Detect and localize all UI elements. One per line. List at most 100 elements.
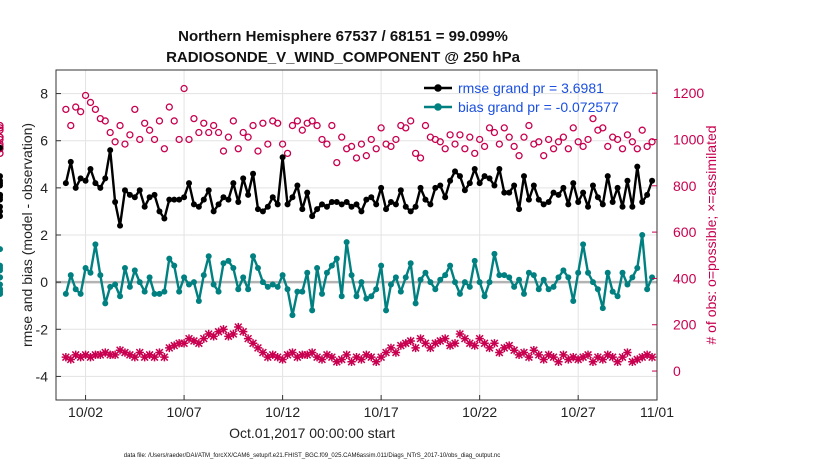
possible-obs-marker — [333, 158, 341, 167]
possible-obs-marker — [436, 138, 444, 146]
bias-point — [604, 269, 611, 276]
possible-obs-marker — [298, 126, 306, 134]
y2-tick-label: 200 — [673, 317, 697, 333]
assimilated-obs-marker — [317, 355, 327, 364]
assimilated-obs-marker — [485, 343, 494, 353]
y2-tick-label: 1200 — [673, 85, 704, 101]
rmse-point — [333, 199, 340, 205]
rmse-point — [126, 191, 133, 198]
bias-point — [525, 269, 532, 276]
assimilated-obs-marker — [337, 355, 346, 364]
possible-obs-marker — [293, 117, 302, 125]
assimilated-obs-marker — [86, 352, 95, 362]
assimilated-obs-marker — [509, 346, 519, 355]
rmse-point — [299, 206, 306, 213]
possible-obs-marker — [604, 142, 612, 151]
possible-obs-marker — [623, 131, 632, 139]
possible-obs-marker — [584, 135, 592, 144]
bias-point — [461, 279, 468, 286]
assimilated-obs-marker — [258, 348, 268, 357]
bias-point — [289, 312, 296, 319]
possible-obs-marker — [308, 117, 316, 125]
x-tick-label: 10/27 — [561, 404, 596, 420]
assimilated-obs-marker — [248, 339, 258, 348]
bias-point — [274, 283, 281, 290]
rmse-point — [87, 166, 94, 172]
bias-point — [383, 307, 390, 314]
assimilated-obs-marker — [194, 339, 204, 348]
possible-obs-marker — [387, 142, 395, 151]
bias-point — [432, 286, 439, 293]
possible-obs-marker — [456, 131, 464, 139]
rmse-point — [200, 196, 207, 203]
rmse-point — [437, 182, 444, 189]
bias-point — [0, 246, 3, 253]
rmse-point — [614, 184, 621, 191]
bias-point — [205, 253, 212, 260]
assimilated-obs-marker — [376, 352, 386, 362]
rmse-point — [585, 203, 592, 210]
rmse-point — [565, 201, 572, 208]
rmse-point — [387, 199, 394, 205]
assimilated-obs-marker — [243, 334, 253, 343]
possible-obs-marker — [259, 119, 267, 127]
rmse-point — [629, 203, 636, 210]
possible-obs-marker — [500, 124, 508, 132]
possible-obs-marker — [175, 135, 183, 144]
possible-obs-marker — [407, 117, 415, 125]
rmse-point — [447, 177, 454, 184]
bias-point — [0, 281, 3, 288]
possible-obs-marker — [554, 138, 563, 146]
assimilated-obs-marker — [219, 325, 228, 334]
assimilated-obs-marker — [357, 355, 366, 364]
possible-obs-marker — [338, 133, 346, 141]
bias-point — [264, 283, 271, 290]
gridlines — [56, 70, 658, 400]
possible-obs-marker — [505, 133, 513, 141]
assimilated-obs-marker — [352, 352, 361, 362]
rmse-point — [520, 173, 527, 180]
rmse-point — [525, 196, 532, 203]
bias-point — [235, 286, 242, 293]
rmse-point — [77, 175, 84, 182]
bias-point — [456, 290, 463, 297]
rmse-point — [92, 180, 99, 187]
possible-obs-marker — [540, 152, 548, 160]
bias-point — [195, 298, 202, 304]
rmse-point — [264, 203, 271, 210]
possible-obs-marker — [170, 117, 178, 125]
assimilated-obs-marker — [322, 350, 332, 360]
rmse-point — [0, 208, 3, 215]
bias-point — [200, 272, 207, 279]
assimilated-obs-marker — [327, 352, 337, 362]
assimilated-obs-marker — [130, 352, 140, 362]
assimilated-obs-marker — [573, 355, 583, 364]
assimilated-obs-marker — [519, 348, 529, 357]
possible-obs-marker — [323, 140, 331, 148]
possible-obs-marker — [72, 103, 80, 111]
bias-point — [417, 276, 424, 283]
assimilated-obs-marker — [529, 346, 539, 355]
bias-point — [471, 257, 478, 264]
bias-point — [520, 290, 527, 297]
possible-obs-marker — [357, 140, 366, 148]
possible-obs-marker — [643, 142, 651, 151]
assimilated-obs-marker — [307, 348, 317, 357]
bias-point — [422, 269, 429, 276]
rmse-point — [67, 158, 74, 165]
bias-point — [619, 269, 626, 276]
rmse-point — [121, 187, 128, 194]
bias-point — [407, 260, 414, 267]
y2-tick-label: 1000 — [673, 131, 704, 147]
legend-rmse-swatch-marker — [434, 84, 442, 92]
assimilated-obs-marker — [140, 352, 149, 362]
rmse-point — [151, 191, 158, 198]
assimilated-obs-marker — [61, 352, 71, 362]
y2-tick-label: 400 — [673, 270, 697, 286]
rmse-point — [383, 206, 390, 213]
bias-point — [299, 288, 306, 295]
possible-obs-marker — [638, 126, 646, 134]
bias-point — [67, 272, 74, 279]
possible-obs-marker — [495, 140, 504, 148]
rmse-point — [294, 182, 301, 189]
